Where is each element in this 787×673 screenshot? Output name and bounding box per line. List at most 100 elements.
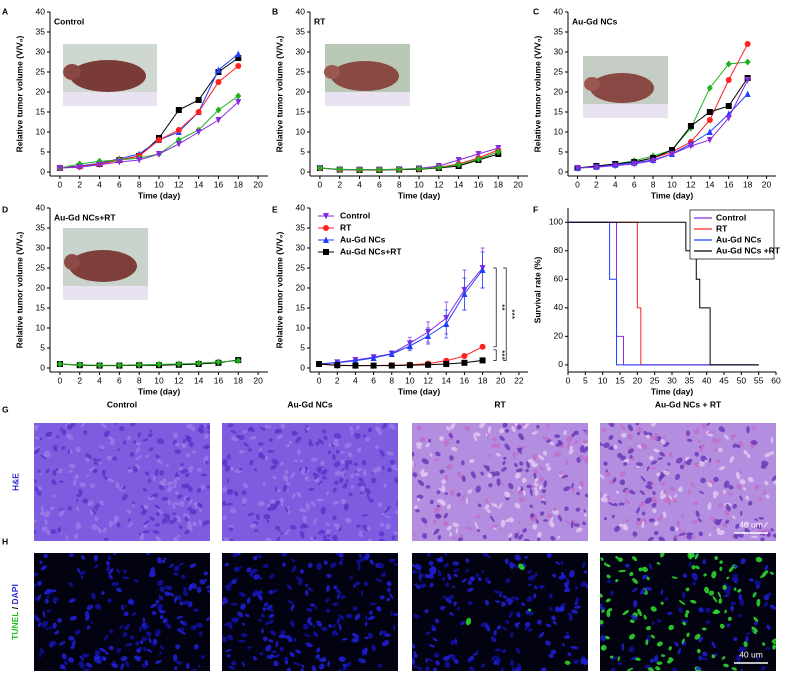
- cell: [112, 660, 117, 665]
- cell: [673, 493, 678, 499]
- cell: [771, 475, 776, 482]
- marker: [235, 63, 242, 69]
- cell: [446, 426, 451, 431]
- cell: [770, 451, 775, 455]
- cell: [338, 553, 344, 558]
- cell: [719, 560, 723, 564]
- cell: [276, 434, 283, 440]
- cell: [80, 575, 84, 580]
- series-line: [319, 151, 499, 171]
- cell: [501, 482, 505, 486]
- cell: [660, 589, 664, 595]
- cell: [718, 447, 723, 453]
- cell: [371, 477, 377, 484]
- cell: [185, 436, 192, 443]
- cell: [182, 600, 190, 606]
- cell: [163, 513, 171, 519]
- x-tick-label: 14: [454, 179, 464, 189]
- legend-label: Control: [716, 212, 746, 222]
- cell: [230, 466, 234, 471]
- cell: [89, 466, 96, 472]
- cell: [681, 591, 686, 599]
- cell: [536, 619, 542, 625]
- marker: [725, 115, 732, 122]
- cell: [380, 630, 387, 635]
- cell: [733, 565, 738, 568]
- cell: [491, 503, 499, 508]
- cell: [601, 427, 606, 433]
- y-tick-label: 0: [40, 362, 45, 372]
- cell: [660, 553, 665, 558]
- cell: [500, 667, 504, 671]
- cell: [732, 515, 736, 519]
- cell: [140, 509, 148, 516]
- column-title: Au-Gd NCs + RT: [655, 399, 722, 409]
- cell: [628, 489, 636, 495]
- cell: [563, 486, 571, 492]
- cell: [369, 602, 378, 605]
- y-tick-label: 5: [300, 146, 305, 156]
- cell: [275, 653, 280, 659]
- cell: [364, 621, 368, 627]
- cell: [746, 425, 750, 434]
- x-tick-label: 15: [615, 375, 625, 385]
- cell: [123, 611, 129, 617]
- cell: [354, 613, 361, 621]
- cell: [103, 537, 109, 541]
- cell: [135, 447, 141, 454]
- marker: [725, 77, 732, 83]
- cell: [603, 516, 608, 521]
- cell: [575, 585, 578, 590]
- cell: [89, 483, 96, 488]
- cell: [261, 613, 265, 619]
- marker: [669, 147, 675, 153]
- cell: [422, 532, 428, 539]
- cell: [160, 461, 164, 465]
- cell: [512, 451, 516, 460]
- cell: [177, 594, 182, 602]
- significance-label: **: [497, 304, 507, 311]
- cell: [603, 562, 607, 566]
- cell: [736, 484, 742, 491]
- cell: [39, 560, 43, 565]
- cell: [269, 608, 274, 612]
- cell: [352, 606, 358, 611]
- cell: [78, 488, 83, 495]
- cell: [59, 664, 66, 670]
- cell: [461, 460, 465, 466]
- cell: [280, 630, 286, 635]
- cell: [157, 603, 163, 610]
- cell: [772, 533, 776, 538]
- cell: [723, 588, 731, 595]
- cell: [206, 424, 210, 430]
- cell: [385, 523, 391, 530]
- cell: [442, 595, 447, 599]
- cell: [656, 562, 661, 565]
- cell: [73, 533, 79, 540]
- cell: [733, 587, 737, 591]
- cell: [649, 467, 657, 470]
- cell: [124, 625, 129, 631]
- x-tick-label: 0: [58, 179, 63, 189]
- cell: [85, 457, 90, 463]
- cell: [675, 457, 683, 464]
- cell: [196, 487, 202, 493]
- cell: [515, 451, 520, 455]
- marker: [136, 157, 143, 164]
- cell: [158, 651, 162, 655]
- cell: [142, 624, 150, 631]
- cell: [176, 615, 184, 620]
- cell: [667, 462, 671, 466]
- cell: [682, 573, 688, 578]
- cell: [332, 487, 337, 493]
- cell: [628, 646, 635, 653]
- cell: [726, 576, 730, 580]
- cell: [152, 530, 160, 535]
- cell: [231, 660, 237, 666]
- cell: [737, 588, 742, 593]
- cell: [376, 428, 383, 436]
- marker: [574, 165, 581, 172]
- micrograph: [222, 553, 398, 671]
- cell: [687, 553, 693, 560]
- cell: [650, 634, 656, 639]
